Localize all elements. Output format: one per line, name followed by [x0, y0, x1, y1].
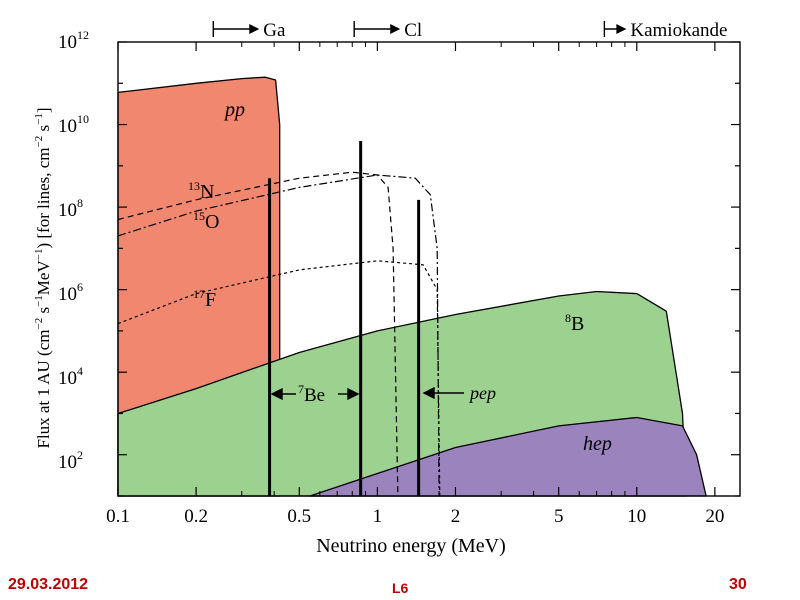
x-axis-title: Neutrino energy (MeV) [316, 535, 506, 557]
y-axis-title: Flux at 1 AU (cm−2 s−1MeV−1) [for lines,… [33, 108, 53, 449]
x-tick-label-0.1: 0.1 [106, 506, 130, 527]
y-tick-label-2: 102 [58, 448, 83, 473]
label-8B: 8B [565, 311, 584, 335]
threshold-arrowhead-ga [249, 24, 260, 34]
pep-arrowhead [422, 386, 435, 400]
label-pep: pep [468, 383, 496, 403]
be7-right-arrowhead [347, 387, 360, 401]
be7-left-arrowhead [270, 387, 283, 401]
label-hep: hep [583, 433, 612, 455]
label-15O: 15O [193, 209, 219, 233]
annotation-arrows [270, 386, 464, 401]
y-tick-label-12: 1012 [58, 28, 89, 53]
threshold-label-ga: Ga [263, 20, 286, 41]
footer-page-number: 30 [729, 576, 747, 593]
x-tick-label-2: 2 [451, 506, 461, 527]
y-tick-label-10: 1010 [58, 112, 89, 137]
footer-date: 29.03.2012 [8, 576, 89, 593]
x-tick-label-10: 10 [627, 506, 646, 527]
spectrum-17f [117, 260, 441, 497]
axis-ticks [117, 41, 740, 497]
detector-thresholds: Ga Cl Kamiokande [212, 20, 727, 41]
x-tick-labels: 0.1 0.2 0.5 1 2 5 10 20 [106, 506, 724, 527]
label-pp: pp [223, 99, 245, 121]
dashed-spectra [117, 171, 441, 497]
x-tick-label-20: 20 [705, 506, 724, 527]
label-13N: 13N [188, 179, 214, 203]
continuum-fills [117, 76, 707, 497]
threshold-arrowhead-cl [390, 24, 401, 34]
x-tick-label-1: 1 [373, 506, 383, 527]
y-tick-labels: 102 104 106 108 1010 1012 [58, 28, 89, 473]
label-7Be: 7Be [298, 382, 325, 406]
threshold-arrowhead-kamiokande [616, 24, 627, 34]
label-17F: 17F [193, 287, 216, 311]
line-sources [268, 140, 421, 496]
y-tick-label-8: 108 [58, 196, 83, 221]
spectrum-15o [117, 174, 440, 497]
y-tick-label-6: 106 [58, 280, 83, 305]
footer-lecture: L6 [392, 580, 409, 596]
spectrum-13n [117, 171, 399, 497]
x-tick-label-5: 5 [554, 506, 564, 527]
x-tick-label-0.2: 0.2 [184, 506, 208, 527]
threshold-label-kamiokande: Kamiokande [630, 20, 727, 41]
y-tick-label-4: 104 [58, 364, 83, 389]
plot-frame [117, 41, 741, 497]
threshold-label-cl: Cl [404, 20, 422, 41]
x-tick-label-0.5: 0.5 [287, 506, 311, 527]
plot-border [117, 41, 741, 497]
